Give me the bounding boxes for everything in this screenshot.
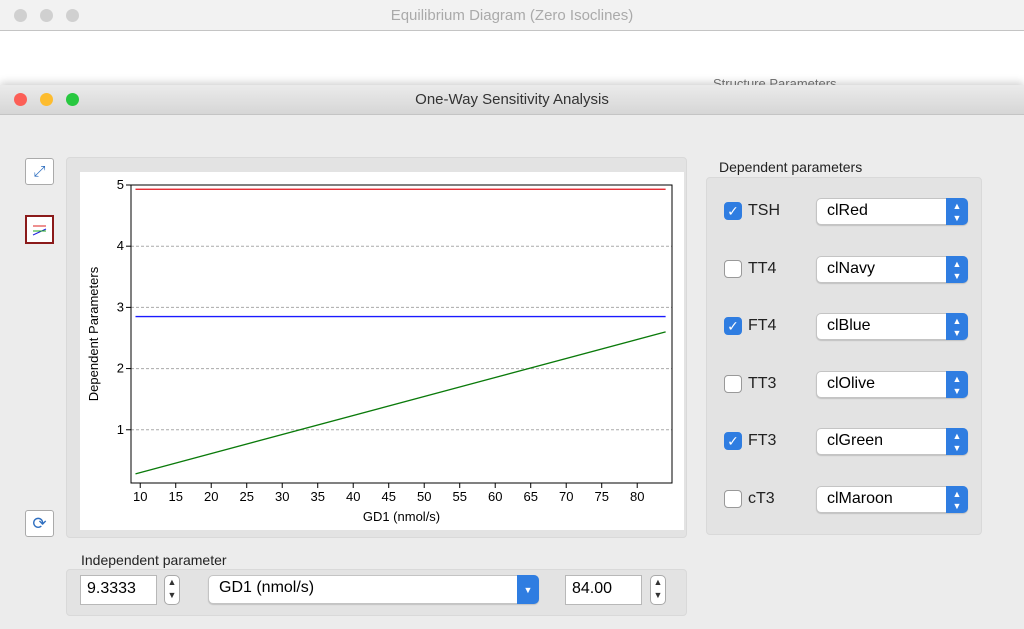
- color-select[interactable]: clOlive ▲ ▼: [816, 370, 968, 398]
- checkbox[interactable]: [724, 259, 742, 278]
- x-tick-label: 60: [488, 489, 502, 504]
- dependent-panel: ✓ TSH clRed ▲ ▼ TT4 clNavy ▲ ▼ ✓ FT4 clBlue ▲ ▼ TT3 clO…: [706, 177, 982, 535]
- chevron: ▲ ▼: [946, 486, 968, 513]
- back-titlebar: Equilibrium Diagram (Zero Isoclines): [0, 0, 1024, 31]
- chart-icon: [32, 225, 47, 236]
- color-select[interactable]: clMaroon ▲ ▼: [816, 486, 968, 513]
- parameter-name: TSH: [748, 202, 780, 219]
- x-tick-label: 55: [452, 489, 466, 504]
- min-stepper[interactable]: ▲ ▼: [164, 575, 180, 605]
- parameter-name: FT4: [748, 317, 777, 335]
- x-tick-label: 25: [239, 489, 253, 504]
- titlebar: One-Way Sensitivity Analysis: [0, 85, 1024, 115]
- parameter-text: GD1 (nmol/s): [219, 579, 315, 596]
- x-tick-label: 65: [523, 489, 537, 504]
- parameter-name: cT3: [748, 490, 775, 507]
- y-axis-label: Dependent Parameters: [86, 266, 101, 401]
- refresh-button[interactable]: ⟳: [25, 510, 54, 537]
- x-tick-label: 40: [346, 489, 360, 504]
- y-tick-label: 5: [117, 177, 124, 192]
- x-tick-label: 10: [133, 489, 147, 504]
- checkbox[interactable]: ✓: [724, 317, 742, 336]
- minimize[interactable]: [40, 93, 53, 106]
- chevron: ▲ ▼: [946, 255, 968, 283]
- x-tick-label: 20: [204, 489, 218, 504]
- max-field[interactable]: 84.00: [565, 575, 642, 605]
- min-field[interactable]: 9.3333: [80, 575, 157, 605]
- dependent-label: Dependent parameters: [719, 159, 863, 175]
- chevron: ▲ ▼: [946, 198, 968, 225]
- y-tick-label: 4: [117, 238, 124, 253]
- independent-label: Independent parameter: [81, 552, 227, 568]
- parameter-name: TT3: [748, 374, 777, 392]
- color-text: clBlue: [827, 317, 871, 335]
- y-tick-label: 1: [117, 422, 124, 437]
- chart-background: [80, 172, 684, 530]
- close[interactable]: [14, 9, 27, 22]
- color-text: clOlive: [827, 374, 876, 392]
- x-tick-label: 35: [310, 489, 324, 504]
- window-title: One-Way Sensitivity Analysis: [415, 91, 609, 108]
- x-tick-label: 45: [381, 489, 395, 504]
- plot-frame: [130, 184, 673, 484]
- chevron: ▲ ▼: [946, 428, 968, 456]
- parameter-name: FT3: [748, 432, 777, 450]
- back-title: Equilibrium Diagram (Zero Isoclines): [390, 7, 634, 24]
- parameter-name: TT4: [748, 259, 777, 277]
- x-tick-label: 75: [594, 489, 608, 504]
- color-text: clRed: [827, 202, 868, 219]
- series-line: [135, 331, 666, 475]
- chart-button[interactable]: [25, 215, 54, 244]
- minimize[interactable]: [40, 9, 53, 22]
- y-tick-label: 3: [117, 299, 124, 314]
- x-tick-label: 70: [559, 489, 573, 504]
- color-select[interactable]: clBlue ▲ ▼: [816, 313, 968, 341]
- color-select[interactable]: clRed ▲ ▼: [816, 198, 968, 225]
- color-select[interactable]: clNavy ▲ ▼: [816, 255, 968, 283]
- back-body: [0, 31, 1024, 91]
- max-stepper[interactable]: ▲ ▼: [650, 575, 666, 605]
- color-text: clMaroon: [827, 490, 893, 507]
- zoom[interactable]: [66, 93, 79, 106]
- color-select[interactable]: clGreen ▲ ▼: [816, 428, 968, 456]
- x-tick-label: 80: [630, 489, 644, 504]
- parameter-select[interactable]: GD1 (nmol/s) ▼: [208, 575, 539, 604]
- y-tick-label: 2: [117, 361, 124, 376]
- chevron: ▲ ▼: [946, 313, 968, 341]
- color-text: clNavy: [827, 259, 876, 277]
- x-axis-label: GD1 (nmol/s): [363, 509, 440, 524]
- close[interactable]: [14, 93, 27, 106]
- checkbox[interactable]: ✓: [724, 202, 742, 220]
- checkbox[interactable]: [724, 374, 742, 393]
- chevron: ▲ ▼: [946, 370, 968, 398]
- color-text: clGreen: [827, 432, 884, 450]
- zoom[interactable]: [66, 9, 79, 22]
- x-tick-label: 50: [417, 489, 431, 504]
- checkbox[interactable]: [724, 490, 742, 508]
- fit-button[interactable]: ⤢: [25, 158, 54, 185]
- x-tick-label: 15: [168, 489, 182, 504]
- checkbox[interactable]: ✓: [724, 432, 742, 451]
- x-tick-label: 30: [275, 489, 289, 504]
